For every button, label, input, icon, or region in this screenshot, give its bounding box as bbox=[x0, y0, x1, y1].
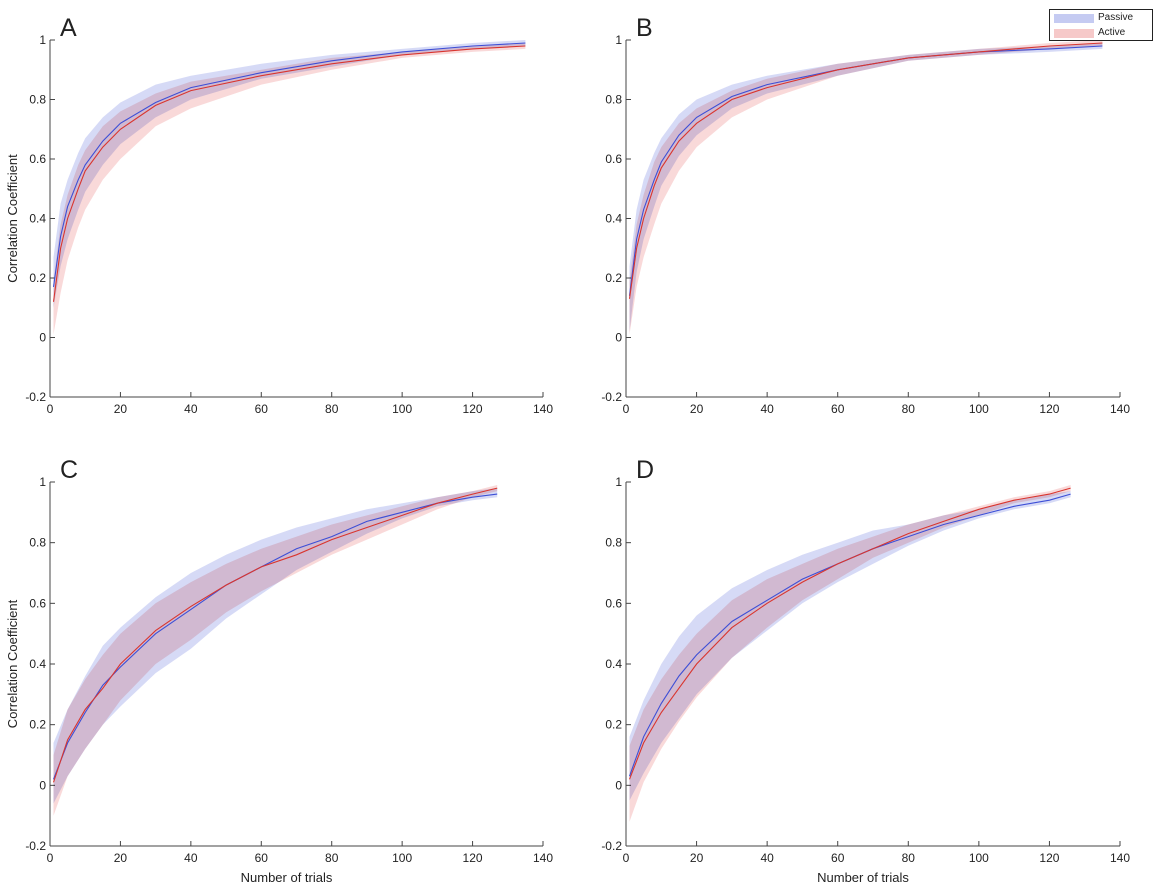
x-tick-label: 60 bbox=[255, 402, 269, 416]
y-tick-label: 0.6 bbox=[605, 596, 622, 610]
x-tick-label: 80 bbox=[325, 851, 339, 865]
panel-d: D0 20 40 60 80 100 120 140-0.200.20.40.60.81Num… bbox=[601, 456, 1130, 885]
x-tick-label: 80 bbox=[902, 402, 916, 416]
band-active bbox=[53, 485, 498, 816]
line-active bbox=[628, 487, 1071, 780]
y-tick-label: 0.4 bbox=[605, 212, 622, 226]
x-tick-label: 80 bbox=[325, 402, 339, 416]
legend-label-active: Active bbox=[1098, 27, 1126, 38]
band-passive bbox=[629, 43, 1103, 332]
y-tick-label: 0.2 bbox=[29, 271, 46, 285]
y-tick-label: 0.4 bbox=[605, 657, 622, 671]
y-tick-label: 0.6 bbox=[29, 152, 46, 166]
y-tick-label: 0 bbox=[39, 331, 46, 345]
y-tick-label: 0 bbox=[615, 331, 622, 345]
line-passive bbox=[52, 42, 526, 287]
x-tick-label: 40 bbox=[760, 851, 774, 865]
y-tick-label: 0.6 bbox=[29, 596, 46, 610]
legend-item-active: Active bbox=[1050, 26, 1152, 41]
x-tick-label: 120 bbox=[463, 402, 483, 416]
panel-letter: C bbox=[60, 456, 78, 484]
x-tick-label: 0 bbox=[47, 851, 54, 865]
y-tick-label: 0.8 bbox=[605, 93, 622, 107]
x-tick-label: 20 bbox=[114, 402, 128, 416]
legend-swatch-active bbox=[1054, 29, 1094, 38]
x-tick-label: 20 bbox=[114, 851, 128, 865]
legend-swatch-passive bbox=[1054, 14, 1094, 23]
line-passive bbox=[628, 493, 1071, 777]
x-tick-label: 40 bbox=[760, 402, 774, 416]
y-tick-label: 0.8 bbox=[605, 536, 622, 550]
x-tick-label: 140 bbox=[1110, 402, 1130, 416]
panel-a: A0 20 40 60 80 100 120 140-0.200.20.40.60.81Cor… bbox=[5, 14, 553, 416]
x-tick-label: 140 bbox=[1110, 851, 1130, 865]
x-tick-label: 20 bbox=[690, 851, 704, 865]
panel-letter: B bbox=[636, 14, 653, 42]
y-tick-label: 0.8 bbox=[29, 536, 46, 550]
line-active bbox=[52, 487, 498, 783]
y-tick-label: -0.2 bbox=[601, 390, 622, 404]
panel-c: C0 20 40 60 80 100 120 140-0.200.20.40.60.81Cor… bbox=[5, 456, 553, 885]
y-tick-label: 0.6 bbox=[605, 152, 622, 166]
x-axis-title: Number of trials bbox=[817, 870, 909, 885]
x-tick-label: 40 bbox=[184, 402, 198, 416]
x-tick-label: 100 bbox=[969, 402, 989, 416]
x-tick-label: 0 bbox=[47, 402, 54, 416]
x-tick-label: 100 bbox=[392, 402, 412, 416]
line-active bbox=[628, 42, 1103, 299]
y-tick-label: -0.2 bbox=[25, 390, 46, 404]
y-tick-label: 1 bbox=[615, 475, 622, 489]
y-axis-title: Correlation Coefficient bbox=[5, 599, 20, 728]
x-tick-label: 0 bbox=[623, 402, 630, 416]
panel-letter: D bbox=[636, 456, 654, 484]
y-tick-label: 0 bbox=[615, 778, 622, 792]
x-axis-title: Number of trials bbox=[241, 870, 333, 885]
x-tick-label: 60 bbox=[831, 851, 845, 865]
line-passive bbox=[628, 45, 1103, 296]
x-tick-label: 0 bbox=[623, 851, 630, 865]
y-tick-label: 1 bbox=[615, 33, 622, 47]
x-tick-label: 120 bbox=[1039, 402, 1059, 416]
line-active bbox=[52, 45, 526, 302]
y-tick-label: 0.4 bbox=[29, 657, 46, 671]
y-tick-label: 0.2 bbox=[605, 718, 622, 732]
panel-b: B0 20 40 60 80 100 120 140-0.200.20.40.60.81 bbox=[601, 14, 1130, 416]
legend-label-passive: Passive bbox=[1098, 12, 1134, 23]
x-tick-label: 40 bbox=[184, 851, 198, 865]
y-tick-label: -0.2 bbox=[25, 839, 46, 853]
x-tick-label: 60 bbox=[255, 851, 269, 865]
panel-letter: A bbox=[60, 14, 77, 42]
x-tick-label: 140 bbox=[533, 851, 553, 865]
legend: Passive Active bbox=[1049, 9, 1153, 41]
y-tick-label: 0.4 bbox=[29, 212, 46, 226]
band-passive bbox=[53, 40, 526, 308]
y-tick-label: 0.2 bbox=[29, 718, 46, 732]
x-tick-label: 20 bbox=[690, 402, 704, 416]
y-axis-title: Correlation Coefficient bbox=[5, 154, 20, 283]
x-tick-label: 60 bbox=[831, 402, 845, 416]
y-tick-label: -0.2 bbox=[601, 839, 622, 853]
x-tick-label: 120 bbox=[463, 851, 483, 865]
y-tick-label: 0.2 bbox=[605, 271, 622, 285]
band-active bbox=[53, 43, 526, 335]
y-tick-label: 1 bbox=[39, 33, 46, 47]
band-active bbox=[629, 485, 1071, 822]
x-tick-label: 140 bbox=[533, 402, 553, 416]
y-tick-label: 1 bbox=[39, 475, 46, 489]
y-tick-label: 0.8 bbox=[29, 93, 46, 107]
x-tick-label: 80 bbox=[902, 851, 916, 865]
x-tick-label: 100 bbox=[392, 851, 412, 865]
legend-item-passive: Passive bbox=[1050, 11, 1152, 26]
x-tick-label: 120 bbox=[1039, 851, 1059, 865]
x-tick-label: 100 bbox=[969, 851, 989, 865]
y-tick-label: 0 bbox=[39, 778, 46, 792]
band-active bbox=[629, 40, 1103, 335]
